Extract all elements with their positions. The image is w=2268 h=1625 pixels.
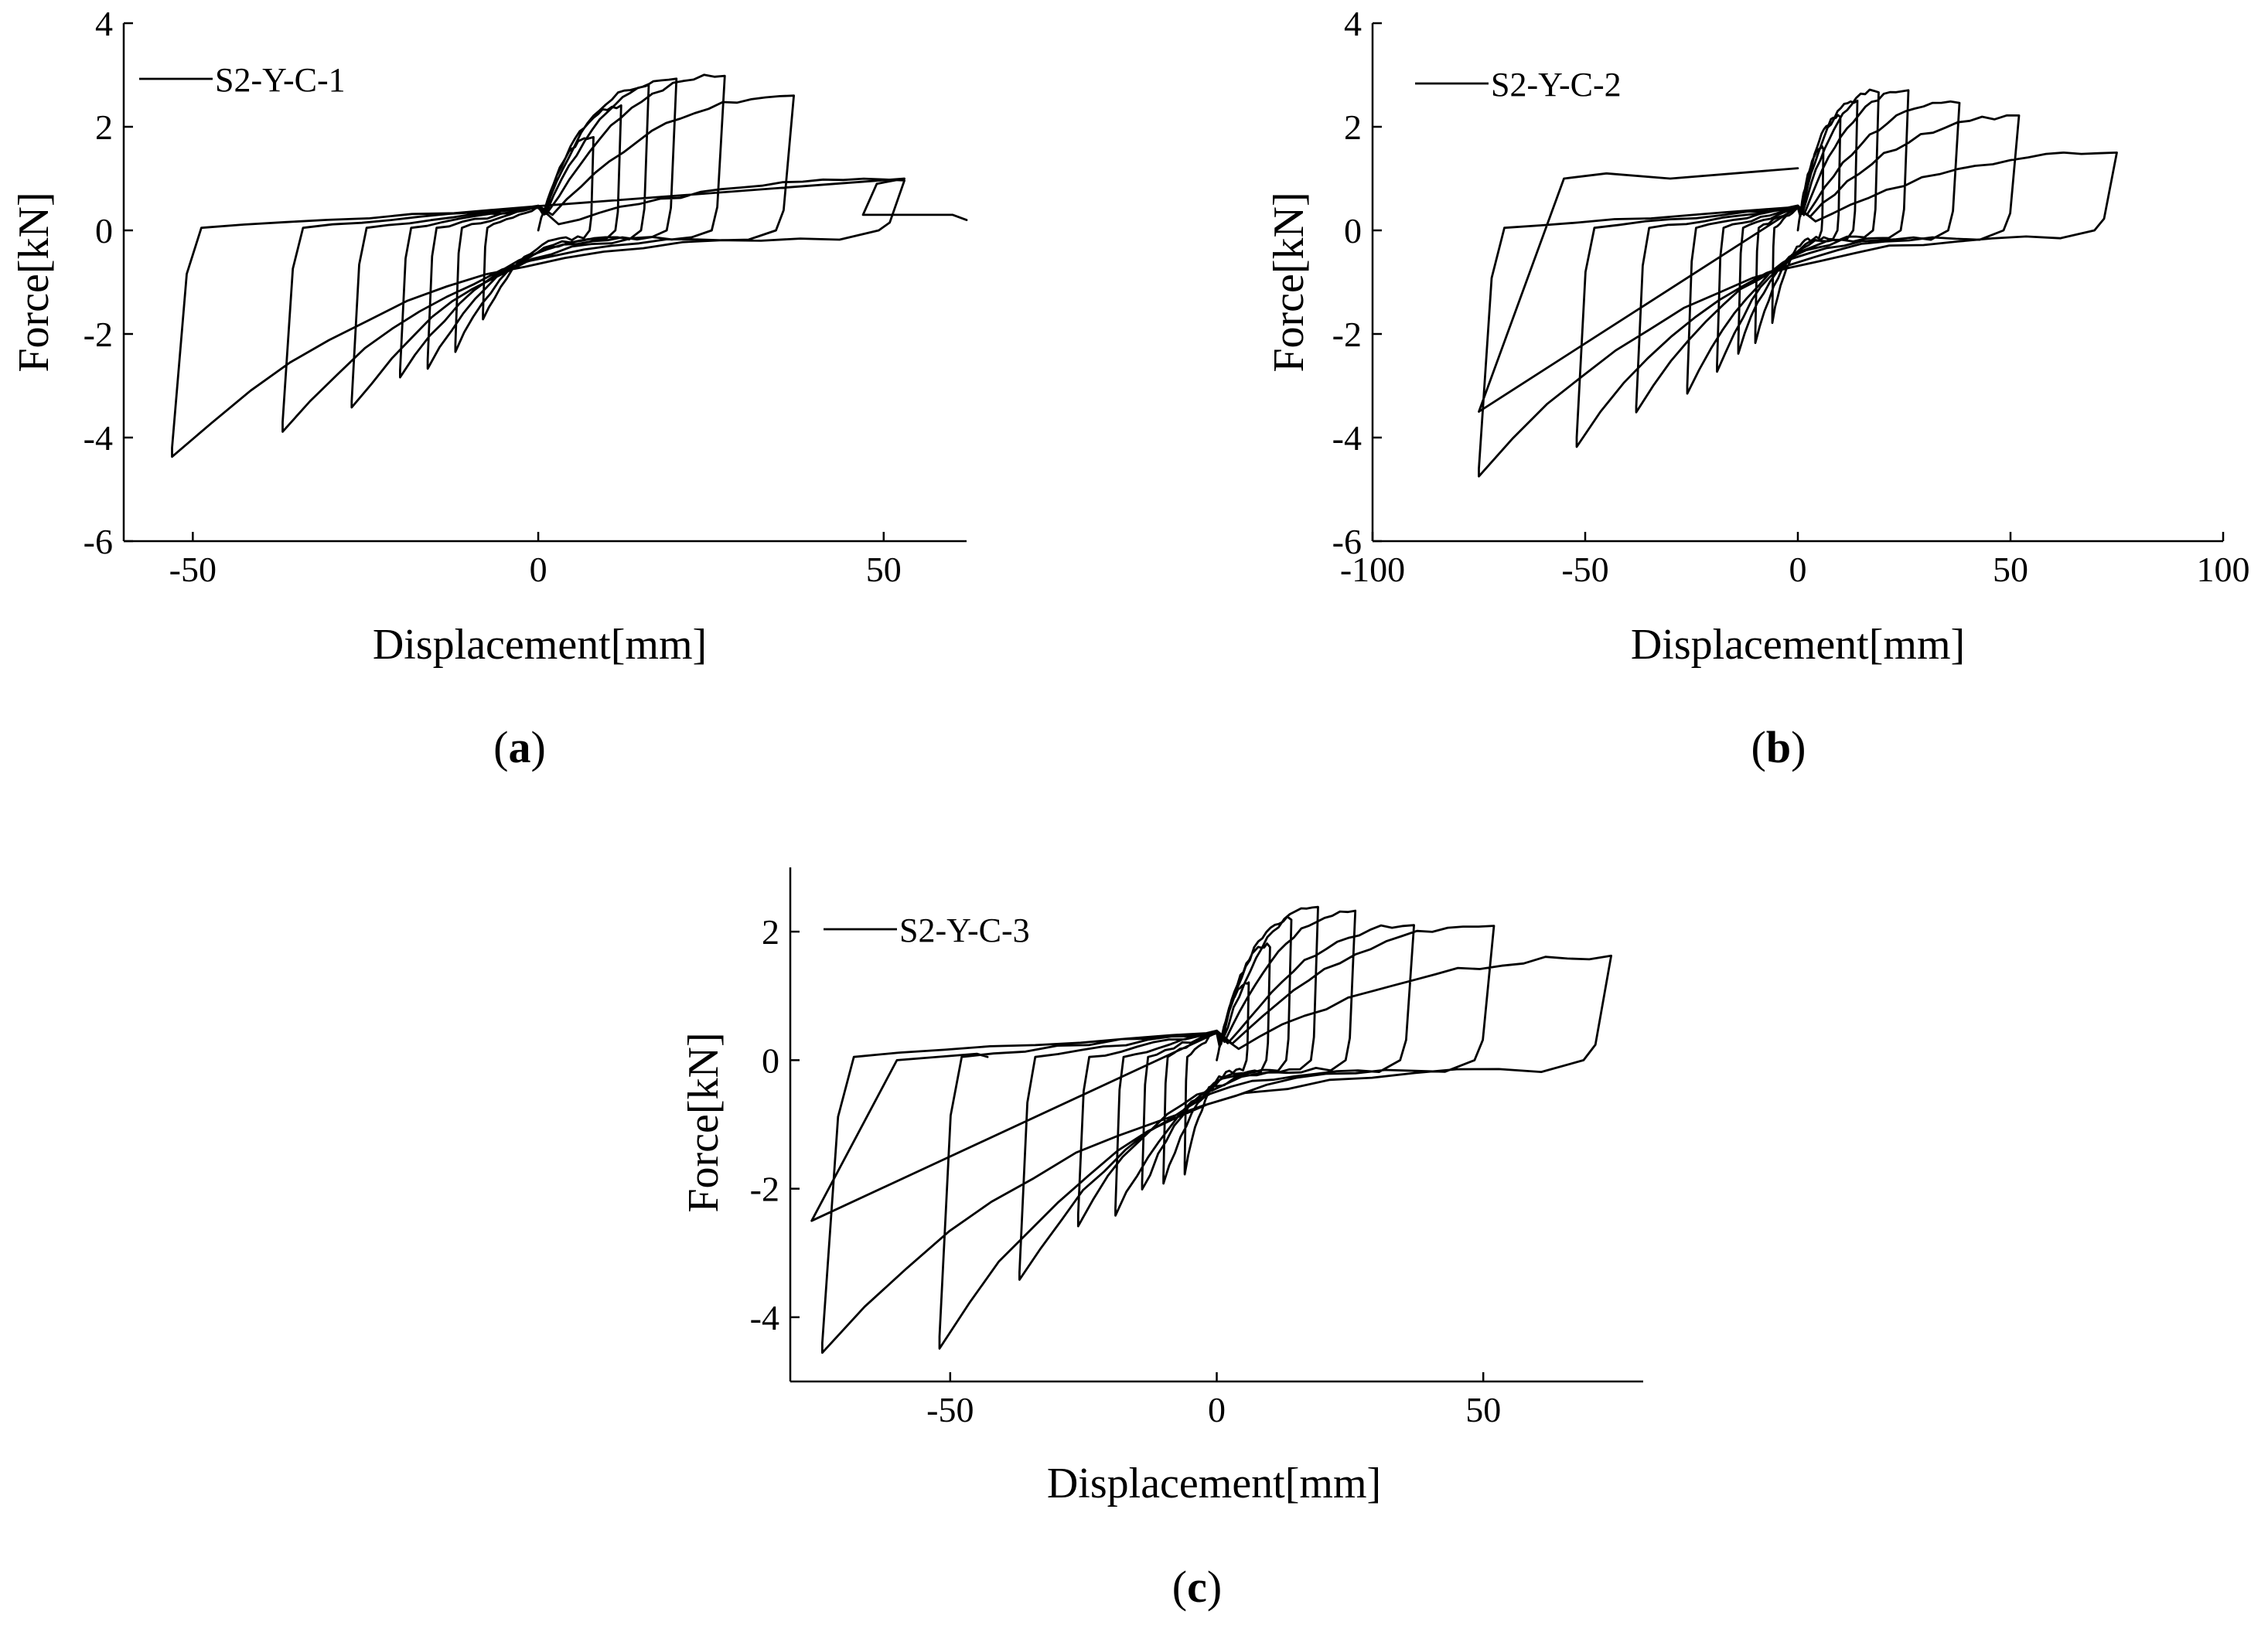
y-tick-label: -4 [84,418,113,458]
chart-panel-c: -50 0 50 -4 -2 0 2 S2-Y-C-3 Displacement[mm] F… [680,867,1643,1612]
legend-label-b: S2-Y-C-2 [1491,66,1622,104]
y-tick-label: -6 [1332,522,1362,561]
x-tick-label: 0 [1208,1390,1226,1429]
legend-label-c: S2-Y-C-3 [899,911,1030,949]
y-tick-label: -6 [84,522,113,561]
x-tick-label: 50 [1993,550,2028,589]
y-axis-label-c: Force[kN] [680,1032,728,1212]
y-tick-label: -4 [1332,418,1362,458]
y-axis-label-b: Force[kN] [1265,192,1313,372]
x-tick-label: -50 [169,550,217,589]
y-tick-label: 0 [762,1041,779,1080]
x-axis-label-c: Displacement[mm] [1047,1460,1381,1507]
hysteresis-series-c [810,905,1612,1354]
panel-caption-b: (b) [1751,722,1806,772]
ticks-a: -50 0 50 -6 -4 -2 0 2 4 [84,4,902,589]
panel-letter-a: a [509,722,531,772]
x-tick-label: -50 [1561,550,1608,589]
y-tick-label: 2 [1344,107,1362,147]
x-axis-label-b: Displacement[mm] [1631,621,1965,669]
chart-panel-b: -100 -50 0 50 100 -6 -4 -2 0 2 4 S2-Y-C-2 Displace… [1265,4,2250,772]
y-tick-label: 4 [95,4,113,43]
x-tick-label: -100 [1340,550,1405,589]
y-tick-label: 2 [95,107,113,147]
y-tick-label: -2 [84,315,113,354]
y-axis-label-a: Force[kN] [10,192,58,372]
y-tick-label: 2 [762,912,779,952]
panel-letter-c: c [1187,1562,1207,1612]
panel-caption-c: (c) [1172,1562,1222,1612]
x-tick-label: -50 [926,1390,974,1429]
y-tick-label: -2 [750,1170,779,1209]
x-tick-label: 50 [866,550,902,589]
chart-panel-a: -50 0 50 -6 -4 -2 0 2 4 S2-Y-C-1 Displacement[mm… [10,4,968,772]
x-tick-label: 0 [530,550,547,589]
legend-label-a: S2-Y-C-1 [215,61,346,99]
y-tick-label: -2 [1332,315,1362,354]
y-tick-label: 0 [1344,211,1362,250]
y-tick-label: 0 [95,211,113,250]
y-tick-label: 4 [1344,4,1362,43]
ticks-c: -50 0 50 -4 -2 0 2 [750,912,1502,1429]
x-tick-label: 50 [1465,1390,1501,1429]
panel-caption-a: (a) [493,722,546,772]
x-tick-label: 0 [1789,550,1807,589]
ticks-b: -100 -50 0 50 100 -6 -4 -2 0 2 4 [1332,4,2250,589]
y-tick-label: -4 [750,1298,779,1337]
x-axis-label-a: Displacement[mm] [373,621,707,669]
hysteresis-series-b [1478,88,2118,478]
x-tick-label: 100 [2197,550,2250,589]
panel-letter-b: b [1766,722,1791,772]
hysteresis-series-a [171,73,968,458]
